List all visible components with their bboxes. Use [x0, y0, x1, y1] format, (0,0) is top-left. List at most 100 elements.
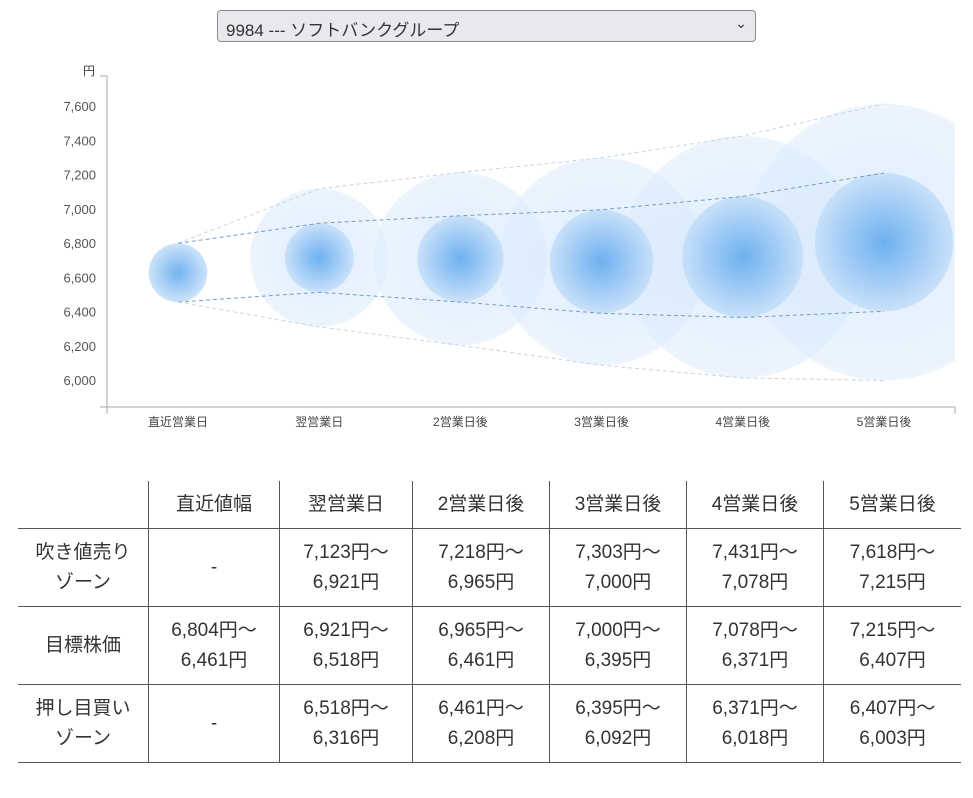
- cell-line: 目標株価: [44, 634, 121, 656]
- cell-line: 6,208円: [447, 727, 515, 749]
- cell-line: 7,618円〜: [849, 541, 936, 563]
- table-row: 目標株価 6,804円〜 6,461円 6,921円〜 6,518円 6,965円〜 6,4…: [18, 606, 961, 685]
- table-cell: 6,395円〜 6,092円: [549, 684, 687, 763]
- cell-line: 7,078円: [721, 571, 789, 593]
- target-bubble: [549, 209, 654, 314]
- cell-line: 7,431円〜: [712, 541, 798, 563]
- table-cell: 7,123円〜 6,921円: [279, 528, 413, 607]
- y-tick-label: 7,200: [63, 168, 96, 183]
- cell-line: -: [210, 712, 218, 734]
- cell-line: ゾーン: [54, 727, 112, 749]
- row-label: 目標株価: [18, 606, 149, 685]
- y-tick-label: 6,800: [63, 236, 96, 251]
- column-header: 4営業日後: [686, 481, 824, 529]
- cell-line: 吹き値売り: [35, 541, 131, 563]
- cell-line: 6,461円〜: [438, 697, 524, 719]
- table-cell: 6,371円〜 6,018円: [686, 684, 824, 763]
- column-header: 5営業日後: [823, 481, 961, 529]
- cell-line: 6,407円: [859, 649, 926, 671]
- cell-line: ゾーン: [54, 571, 112, 593]
- cell-line: 6,395円〜: [575, 697, 661, 719]
- x-tick-label: 4営業日後: [715, 415, 770, 429]
- stock-select-value: 9984 --- ソフトバンクグループ: [226, 21, 460, 40]
- table-cell: 7,000円〜 6,395円: [549, 606, 687, 685]
- cell-line: 7,215円: [859, 571, 926, 593]
- cell-line: 6,804円〜: [171, 619, 257, 641]
- target-bubble: [814, 172, 954, 312]
- cell-line: 6,965円〜: [438, 619, 524, 641]
- column-header: 3営業日後: [549, 481, 687, 529]
- y-tick-label: 7,000: [63, 202, 96, 217]
- cell-line: 6,407円〜: [849, 697, 936, 719]
- x-tick-label: 2営業日後: [433, 415, 488, 429]
- cell-line: 6,921円: [312, 571, 380, 593]
- table-cell: 6,518円〜 6,316円: [279, 684, 413, 763]
- row-label: 押し目買い ゾーン: [18, 684, 149, 763]
- cell-line: 7,000円: [584, 571, 652, 593]
- column-header: 翌営業日: [279, 481, 413, 529]
- target-high-line: [177, 172, 885, 244]
- x-tick-label: 3営業日後: [574, 415, 629, 429]
- target-bubble: [284, 223, 354, 293]
- table-cell: 6,921円〜 6,518円: [279, 606, 413, 685]
- cell-line: 6,518円: [312, 649, 380, 671]
- table-cell: 7,618円〜 7,215円: [823, 528, 961, 607]
- cell-line: 6,461円: [180, 649, 248, 671]
- y-tick-label: 7,600: [63, 99, 96, 114]
- table-cell: 7,215円〜 6,407円: [823, 606, 961, 685]
- cell-line: 7,303円〜: [575, 541, 661, 563]
- cell-line: 7,000円〜: [575, 619, 661, 641]
- cell-line: 6,092円: [584, 727, 652, 749]
- sell-high-line: [177, 103, 885, 244]
- cell-line: 6,518円〜: [303, 697, 389, 719]
- stock-select[interactable]: 9984 --- ソフトバンクグループ ⌄: [217, 10, 756, 42]
- cell-line: 7,078円〜: [712, 619, 798, 641]
- forecast-table: 直近値幅 翌営業日 2営業日後 3営業日後 4営業日後 5営業日後 吹き値売りゾーン - 7,…: [18, 481, 961, 763]
- target-bubble: [148, 243, 208, 303]
- buy-low-line: [177, 301, 885, 381]
- forecast-bubble-chart: 円 6,000 6,200 6,400 6,600 6,800 7,000 7,200 7,40…: [63, 64, 956, 429]
- y-tick-label: 6,200: [63, 339, 96, 354]
- table-cell: 6,804円〜 6,461円: [148, 606, 280, 685]
- y-tick-label: 7,400: [63, 133, 96, 148]
- table-cell: 7,218円〜 6,965円: [412, 528, 550, 607]
- cell-line: 6,395円: [584, 649, 652, 671]
- column-header: [18, 481, 149, 529]
- cell-line: 7,218円〜: [438, 541, 524, 563]
- cell-line: 6,371円: [721, 649, 789, 671]
- x-tick-label: 直近営業日: [148, 415, 208, 429]
- column-header: 直近値幅: [148, 481, 280, 529]
- cell-line: 6,018円: [721, 727, 789, 749]
- cell-line: 6,371円〜: [712, 697, 798, 719]
- cell-line: 6,316円: [312, 727, 380, 749]
- cell-line: 押し目買い: [35, 697, 131, 719]
- y-tick-label: 6,000: [63, 373, 96, 388]
- y-tick-label: 6,400: [63, 305, 96, 320]
- table-cell: 6,407円〜 6,003円: [823, 684, 961, 763]
- y-tick-label: 6,600: [63, 270, 96, 285]
- table-row: 吹き値売りゾーン - 7,123円〜 6,921円 7,218円〜 6,965円 7,303…: [18, 528, 961, 607]
- target-low-line: [177, 291, 885, 318]
- column-header: 2営業日後: [412, 481, 550, 529]
- table-cell: 7,303円〜 7,000円: [549, 528, 687, 607]
- table-cell: 7,078円〜 6,371円: [686, 606, 824, 685]
- cell-line: 6,965円: [447, 571, 515, 593]
- table-cell: 7,431円〜 7,078円: [686, 528, 824, 607]
- chevron-down-icon: ⌄: [735, 15, 747, 31]
- cell-line: 6,461円: [447, 649, 515, 671]
- x-tick-label: 5営業日後: [857, 415, 912, 429]
- cell-line: 7,123円〜: [303, 541, 389, 563]
- cell-line: 6,003円: [859, 727, 926, 749]
- target-bubble: [682, 196, 804, 318]
- x-tick-label: 翌営業日: [295, 415, 343, 429]
- row-label: 吹き値売り ゾーン: [18, 528, 149, 607]
- cell-line: 7,215円〜: [849, 619, 936, 641]
- cell-line: 6,921円〜: [303, 619, 389, 641]
- target-bubble: [417, 215, 504, 303]
- table-row: 押し目買いゾーン - 6,518円〜 6,316円 6,461円〜 6,208円 6,395…: [18, 684, 961, 763]
- cell-line: -: [210, 556, 218, 578]
- table-cell: -: [148, 528, 280, 607]
- y-axis-label: 円: [83, 64, 95, 78]
- table-cell: -: [148, 684, 280, 763]
- table-cell: 6,965円〜 6,461円: [412, 606, 550, 685]
